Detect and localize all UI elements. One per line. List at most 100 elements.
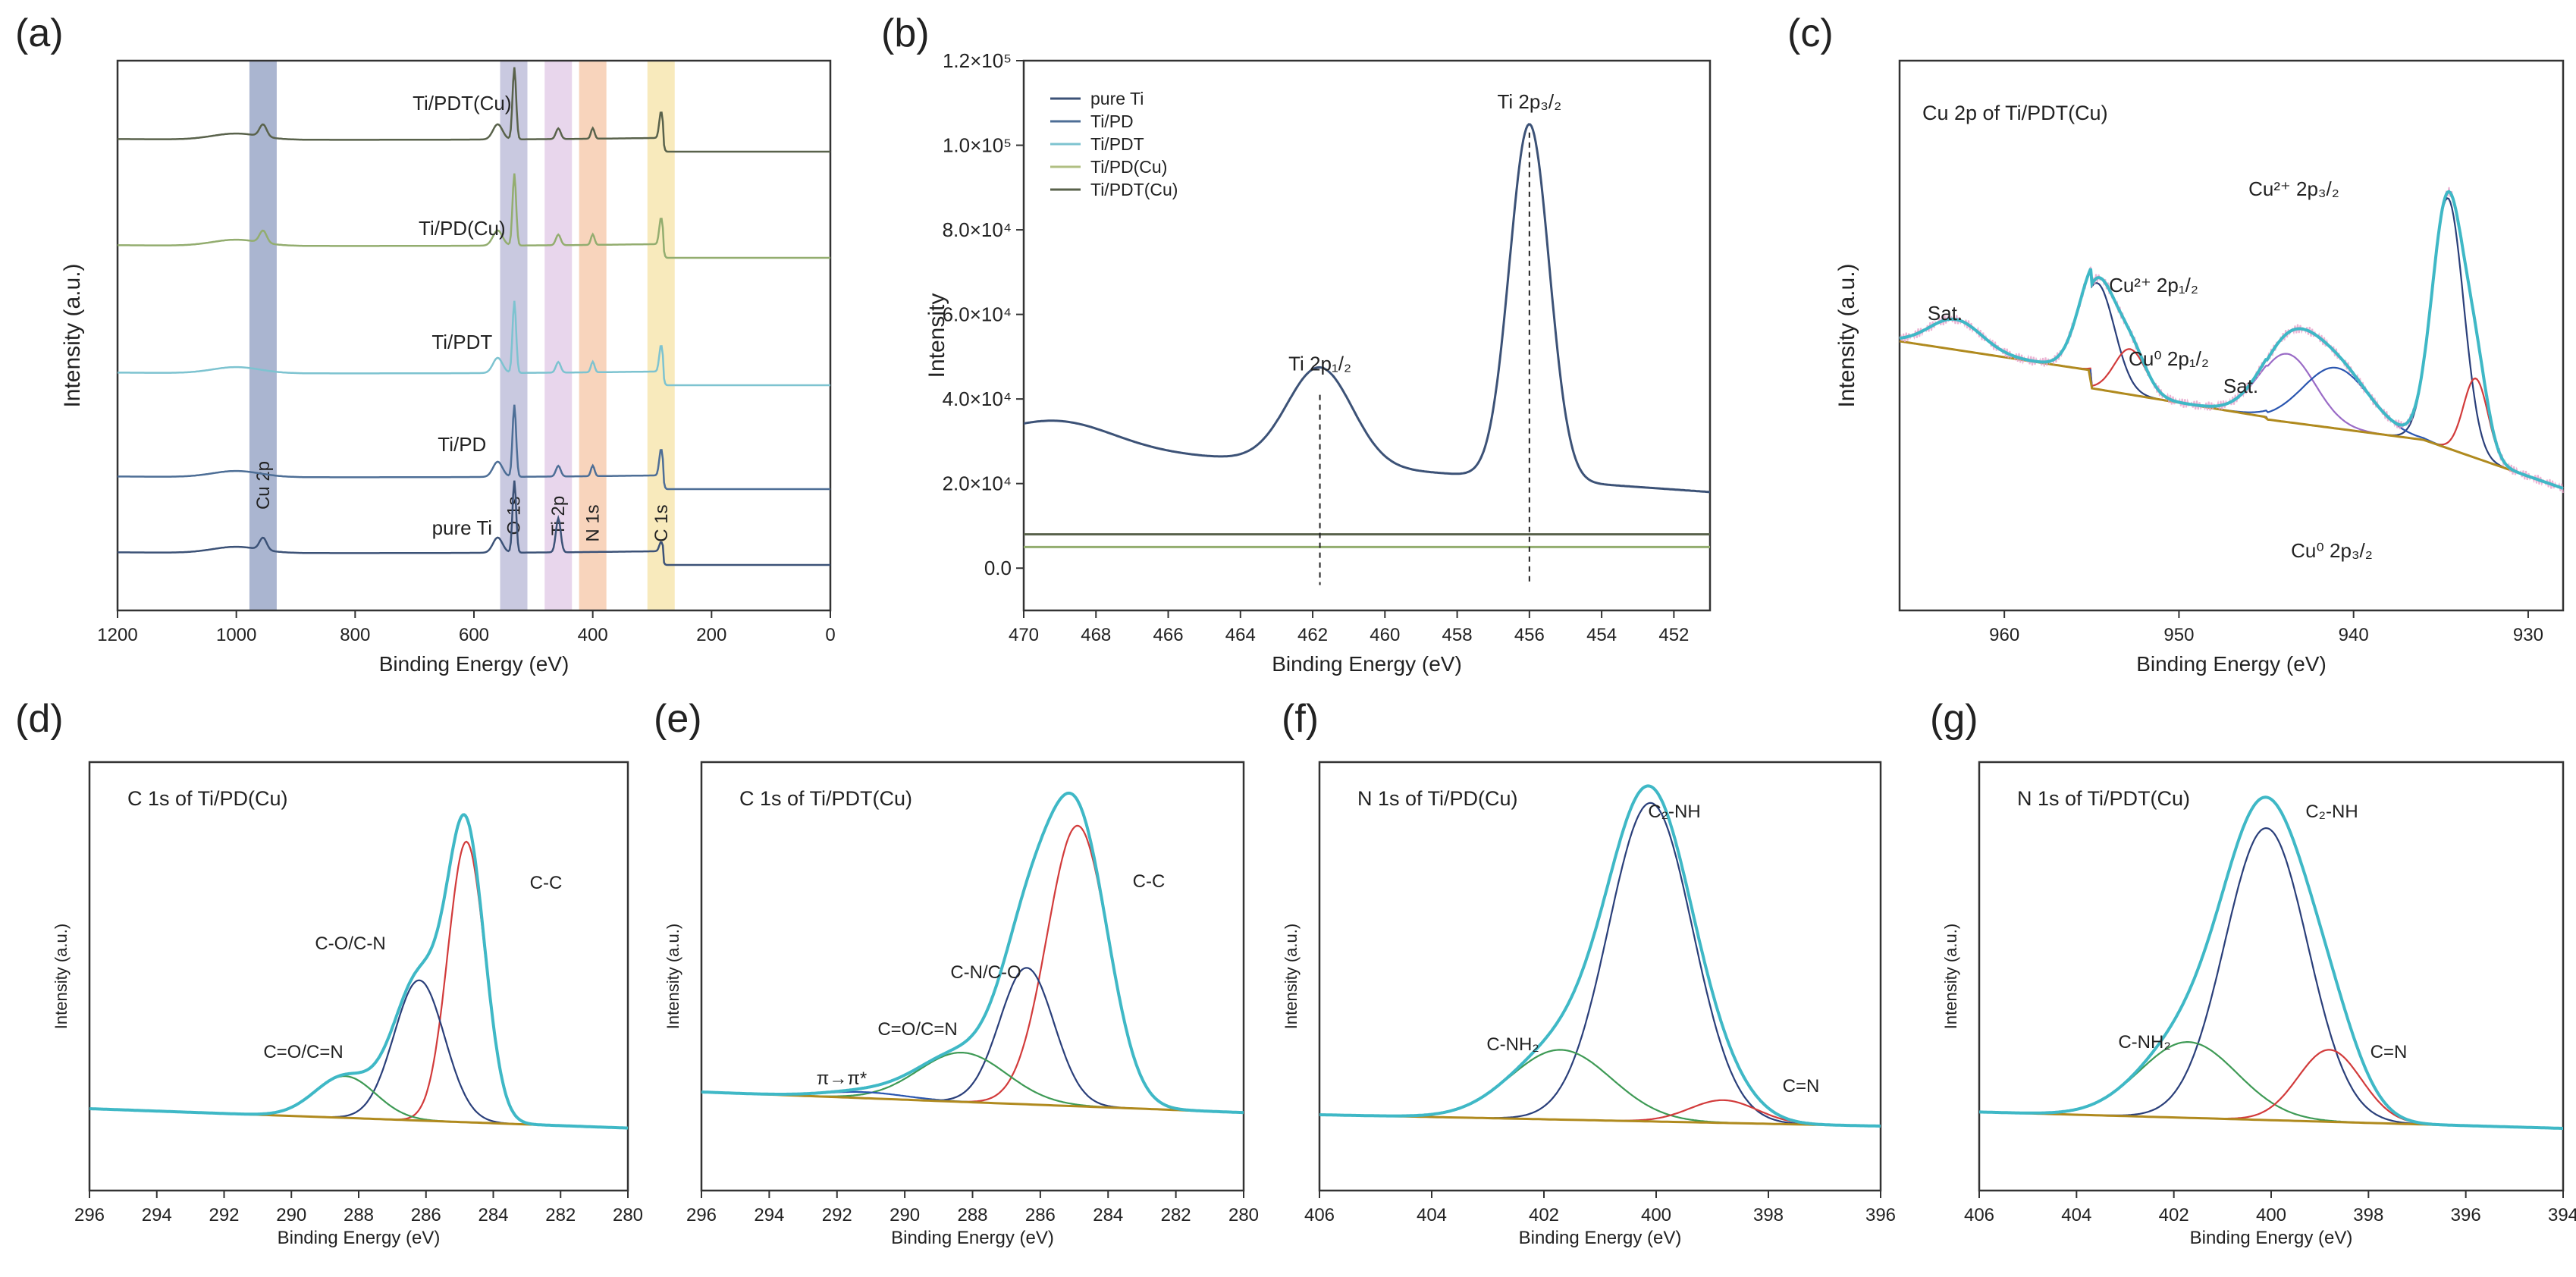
legend-label-0: pure Ti (1090, 89, 1144, 108)
fit-component-c-3 (1899, 340, 2564, 490)
x-axis-label-g: Binding Energy (eV) (2190, 1228, 2353, 1248)
fit-component-c-0 (1899, 197, 2564, 490)
band-cu-2p (249, 61, 277, 610)
band-label-2: Ti 2p (548, 496, 569, 535)
band-label-4: C 1s (651, 504, 672, 541)
legend-label-4: Ti/PDT(Cu) (1090, 180, 1178, 199)
component-label-e-3: π→π* (817, 1068, 867, 1089)
component-label-f-0: C₂-NH (1648, 802, 1700, 822)
peak-label-b-0: Ti 2p₁/₂ (1288, 353, 1351, 375)
chart-title-d: C 1s of Ti/PD(Cu) (127, 787, 288, 810)
series-label-3: Ti/PD(Cu) (419, 217, 506, 240)
component-label-e-0: C-C (1133, 871, 1166, 892)
fit-component-g-2 (1978, 1049, 2564, 1130)
x-tick-label-b-1: 468 (1081, 625, 1111, 645)
x-axis-label-a: Binding Energy (eV) (379, 652, 569, 676)
annotation-c-5: Sat. (2223, 375, 2258, 397)
baseline-c (1899, 340, 2564, 490)
panel-d-label: (d) (15, 697, 64, 741)
x-tick-label-f-5: 396 (1865, 1205, 1896, 1225)
x-tick-label-a-6: 0 (825, 625, 835, 645)
x-tick-label-e-7: 282 (1161, 1205, 1191, 1225)
x-tick-label-e-1: 294 (754, 1205, 784, 1225)
series-pure-ti (1023, 123, 1711, 494)
band-label-1: O 1s (504, 497, 524, 535)
chart-title-g: N 1s of Ti/PDT(Cu) (2017, 787, 2190, 810)
annotation-c-0: Cu²⁺ 2p₃/₂ (2248, 177, 2339, 200)
y-tick-label-b-3: 6.0×10⁴ (943, 303, 1012, 326)
legend-label-3: Ti/PD(Cu) (1090, 157, 1167, 177)
x-tick-label-d-6: 284 (478, 1205, 508, 1225)
series-label-2: Ti/PDT (431, 331, 492, 353)
x-tick-label-c-1: 950 (2163, 625, 2194, 645)
panel-e-label: (e) (654, 697, 702, 741)
fit-component-c-5 (1899, 340, 2564, 490)
y-axis-label-a: Intensity (a.u.) (60, 263, 85, 407)
series-label-0: pure Ti (432, 516, 493, 539)
x-tick-label-e-8: 280 (1228, 1205, 1259, 1225)
x-tick-label-b-3: 464 (1225, 625, 1256, 645)
y-tick-label-b-5: 1.0×10⁵ (943, 134, 1012, 157)
panel-f-label: (f) (1282, 697, 1319, 741)
y-axis-label-c: Intensity (a.u.) (1834, 263, 1859, 407)
envelope-f (1319, 784, 1881, 1128)
fit-component-d-2 (89, 1075, 629, 1129)
x-tick-label-e-3: 290 (890, 1205, 920, 1225)
x-tick-label-d-1: 294 (142, 1205, 172, 1225)
series-tipdt (118, 300, 830, 387)
x-tick-label-b-9: 452 (1658, 625, 1689, 645)
x-tick-label-b-6: 458 (1442, 625, 1473, 645)
x-tick-label-d-3: 290 (276, 1205, 306, 1225)
x-tick-label-g-4: 398 (2353, 1205, 2383, 1225)
band-o-1s (500, 61, 528, 610)
fit-component-g-0 (1978, 827, 2564, 1130)
x-tick-label-b-0: 470 (1009, 625, 1039, 645)
component-label-f-1: C-NH₂ (1486, 1034, 1539, 1055)
x-tick-label-e-2: 292 (822, 1205, 852, 1225)
component-label-d-0: C-C (530, 873, 563, 893)
legend-label-2: Ti/PDT (1090, 134, 1144, 154)
x-tick-label-e-4: 288 (957, 1205, 987, 1225)
chart-title-e: C 1s of Ti/PDT(Cu) (739, 787, 912, 810)
y-axis-label-e: Intensity (a.u.) (664, 924, 682, 1029)
y-tick-label-b-1: 2.0×10⁴ (943, 472, 1012, 495)
component-label-e-2: C=O/C=N (877, 1019, 957, 1040)
component-label-g-1: C-NH₂ (2118, 1032, 2170, 1053)
x-tick-label-g-5: 396 (2451, 1205, 2481, 1225)
fit-component-c-4 (1899, 340, 2564, 490)
x-tick-label-a-5: 200 (696, 625, 726, 645)
x-tick-label-d-2: 292 (209, 1205, 239, 1225)
fit-component-d-1 (89, 979, 629, 1129)
x-tick-label-a-0: 1200 (97, 625, 137, 645)
x-tick-label-b-8: 454 (1586, 625, 1617, 645)
x-axis-label-f: Binding Energy (eV) (1519, 1228, 1682, 1248)
x-tick-label-g-3: 400 (2256, 1205, 2286, 1225)
panel-c-label: (c) (1787, 11, 1834, 55)
band-n-1s (579, 61, 607, 610)
envelope-d (89, 813, 629, 1130)
series-pureti (118, 480, 830, 566)
x-tick-label-g-0: 406 (1964, 1205, 1994, 1225)
x-tick-label-a-4: 400 (578, 625, 608, 645)
x-tick-label-d-4: 288 (344, 1205, 374, 1225)
x-tick-label-d-0: 296 (74, 1205, 105, 1225)
y-tick-label-b-2: 4.0×10⁴ (943, 387, 1012, 410)
x-tick-label-f-1: 404 (1417, 1205, 1447, 1225)
x-tick-label-c-0: 960 (1989, 625, 2019, 645)
y-tick-label-b-6: 1.2×10⁵ (943, 49, 1012, 72)
band-label-3: N 1s (583, 504, 604, 541)
x-tick-label-g-2: 402 (2159, 1205, 2189, 1225)
plot-frame-f (1318, 761, 1882, 1192)
fit-component-c-1 (1899, 340, 2564, 490)
x-tick-label-f-2: 402 (1529, 1205, 1559, 1225)
y-axis-label-d: Intensity (a.u.) (52, 924, 71, 1029)
component-label-e-1: C-N/C-O (950, 962, 1021, 983)
x-tick-label-d-7: 282 (545, 1205, 576, 1225)
x-tick-label-c-2: 940 (2339, 625, 2369, 645)
raw-data-c (1899, 187, 2564, 494)
band-label-0: Cu 2p (253, 461, 274, 510)
y-axis-label-g: Intensity (a.u.) (1941, 924, 1960, 1029)
component-label-f-2: C=N (1783, 1076, 1820, 1097)
series-tipdcu (118, 173, 830, 259)
